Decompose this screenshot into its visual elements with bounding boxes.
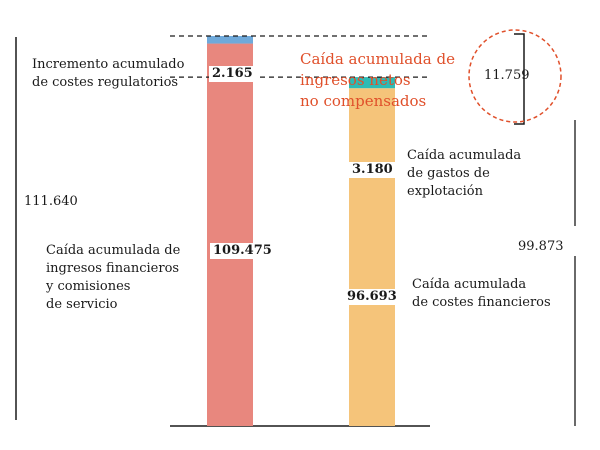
label-unoffset-net-income: Caída acumulada de ingresos netos no com… [300, 50, 455, 110]
value-financial-income: 109.475 [210, 243, 275, 259]
value-total-income: 111.640 [24, 194, 78, 209]
value-operating-costs: 3.180 [349, 162, 396, 178]
label-regulatory-costs: Incremento acumulado de costes regulator… [32, 57, 185, 90]
bar-segment-1-1 [349, 77, 395, 89]
value-regulatory-costs: 2.165 [209, 66, 256, 82]
value-total-costs: 99.873 [518, 239, 564, 254]
label-financial-costs: Caída acumulada de costes financieros [412, 277, 551, 310]
value-financial-costs: 96.693 [344, 289, 400, 305]
value-unoffset-gap: 11.759 [484, 68, 530, 83]
bar-segment-0-1 [207, 36, 253, 44]
bar-segment-0-0 [207, 43, 253, 427]
bracket-unoffset-gap [514, 33, 525, 125]
label-operating-costs: Caída acumulada de gastos de explotación [407, 148, 522, 199]
gap-highlight-circle [468, 29, 562, 123]
label-financial-income: Caída acumulada de ingresos financieros … [46, 243, 181, 312]
bar-segment-1-0 [349, 88, 395, 426]
